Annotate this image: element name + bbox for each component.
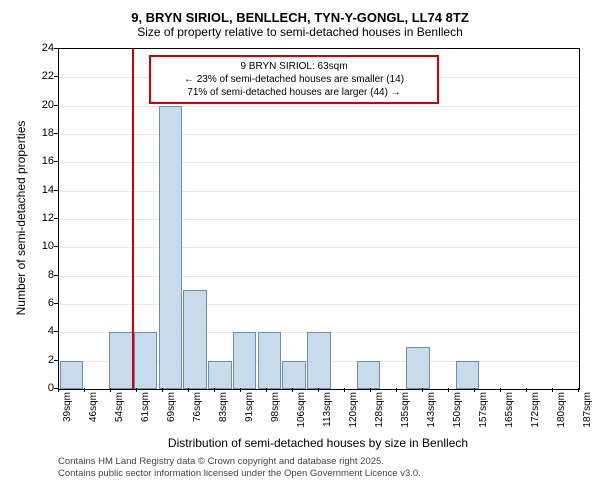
x-tick-mark [318,388,319,392]
x-tick-mark [396,388,397,392]
x-tick-label: 46sqm [88,392,99,442]
x-tick-label: 76sqm [192,392,203,442]
histogram-bar [208,361,232,389]
histogram-bar [134,332,158,389]
callout-line2: ← 23% of semi-detached houses are smalle… [159,73,429,86]
y-tick-mark [54,48,58,49]
y-tick-mark [54,190,58,191]
callout-line3: 71% of semi-detached houses are larger (… [159,86,429,99]
y-tick-mark [54,133,58,134]
x-tick-label: 98sqm [270,392,281,442]
x-axis-title: Distribution of semi-detached houses by … [58,436,578,450]
y-tick-mark [54,303,58,304]
x-tick-mark [136,388,137,392]
histogram-bar [258,332,282,389]
x-tick-label: 54sqm [114,392,125,442]
x-tick-label: 165sqm [504,392,515,442]
histogram-bar [109,332,133,389]
y-tick-label: 20 [26,99,54,111]
x-tick-mark [448,388,449,392]
x-tick-label: 187sqm [582,392,593,442]
y-tick-label: 14 [26,184,54,196]
x-tick-label: 120sqm [348,392,359,442]
y-tick-mark [54,161,58,162]
y-tick-label: 24 [26,42,54,54]
y-tick-mark [54,105,58,106]
x-tick-mark [552,388,553,392]
y-tick-mark [54,275,58,276]
histogram-bar [307,332,331,389]
x-tick-mark [500,388,501,392]
x-tick-mark [266,388,267,392]
footer-line1: Contains HM Land Registry data © Crown c… [58,456,421,468]
chart-title-sub: Size of property relative to semi-detach… [0,25,600,43]
callout-box: 9 BRYN SIRIOL: 63sqm ← 23% of semi-detac… [149,55,439,104]
footer-attribution: Contains HM Land Registry data © Crown c… [58,456,421,480]
y-tick-label: 18 [26,127,54,139]
y-tick-mark [54,360,58,361]
x-tick-mark [214,388,215,392]
histogram-bar [282,361,306,389]
y-tick-label: 8 [26,269,54,281]
x-tick-label: 83sqm [218,392,229,442]
y-tick-mark [54,246,58,247]
x-tick-mark [110,388,111,392]
histogram-bar [183,290,207,389]
x-tick-mark [84,388,85,392]
footer-line2: Contains public sector information licen… [58,468,421,480]
x-tick-label: 91sqm [244,392,255,442]
x-tick-label: 39sqm [62,392,73,442]
x-tick-label: 150sqm [452,392,463,442]
highlight-line [132,49,134,389]
histogram-bar [159,106,183,389]
histogram-bar [456,361,480,389]
x-tick-label: 143sqm [426,392,437,442]
x-tick-mark [240,388,241,392]
x-tick-mark [422,388,423,392]
y-tick-mark [54,331,58,332]
y-tick-label: 10 [26,240,54,252]
histogram-bar [357,361,381,389]
chart-container: 9, BRYN SIRIOL, BENLLECH, TYN-Y-GONGL, L… [0,0,600,500]
chart-title-main: 9, BRYN SIRIOL, BENLLECH, TYN-Y-GONGL, L… [0,0,600,25]
x-tick-label: 135sqm [400,392,411,442]
plot-area: 9 BRYN SIRIOL: 63sqm ← 23% of semi-detac… [58,48,580,390]
y-tick-label: 12 [26,212,54,224]
callout-line1: 9 BRYN SIRIOL: 63sqm [159,60,429,73]
x-tick-mark [344,388,345,392]
x-tick-mark [292,388,293,392]
x-tick-mark [526,388,527,392]
y-tick-label: 4 [26,325,54,337]
y-tick-label: 2 [26,354,54,366]
x-tick-label: 69sqm [166,392,177,442]
histogram-bar [233,332,257,389]
y-tick-mark [54,218,58,219]
histogram-bar [406,347,430,390]
x-tick-mark [370,388,371,392]
y-tick-label: 22 [26,70,54,82]
y-tick-label: 6 [26,297,54,309]
x-tick-mark [58,388,59,392]
x-tick-mark [188,388,189,392]
x-tick-mark [162,388,163,392]
x-tick-label: 61sqm [140,392,151,442]
x-tick-label: 128sqm [374,392,385,442]
y-tick-mark [54,76,58,77]
x-tick-label: 157sqm [478,392,489,442]
x-tick-label: 180sqm [556,392,567,442]
histogram-bar [60,361,84,389]
x-tick-mark [578,388,579,392]
x-tick-label: 113sqm [322,392,333,442]
x-tick-label: 106sqm [296,392,307,442]
x-tick-mark [474,388,475,392]
y-tick-label: 16 [26,155,54,167]
x-tick-label: 172sqm [530,392,541,442]
y-tick-label: 0 [26,382,54,394]
